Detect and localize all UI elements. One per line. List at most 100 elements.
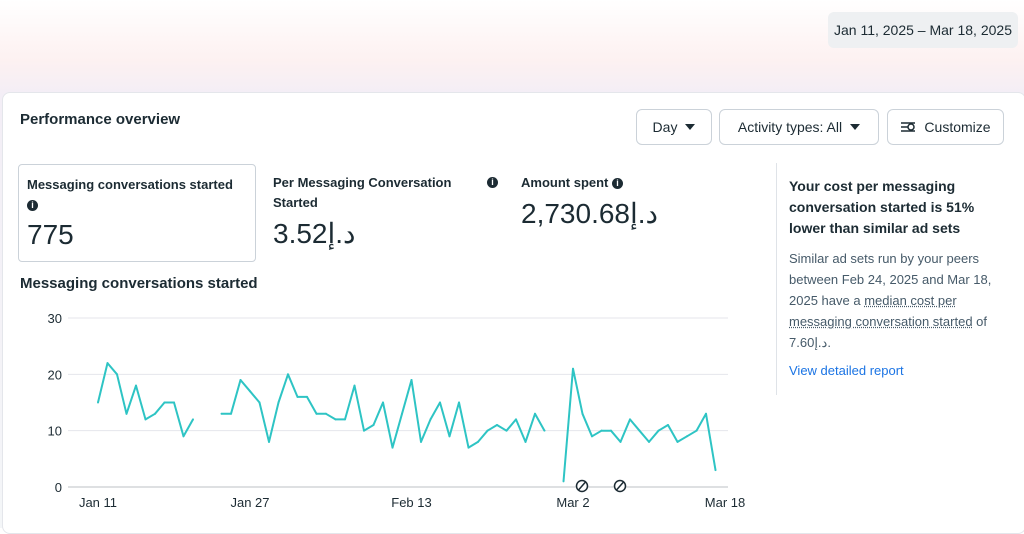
data-point [173,401,175,404]
data-point [619,440,622,443]
series-line-segment [562,367,717,482]
data-point [315,412,318,415]
insight-body-prefix: Similar ad sets run by your peers betwee… [789,251,992,308]
data-point [97,401,99,404]
metric-conversations-label: Messaging conversations started [27,177,233,192]
settings-sliders-icon [901,122,916,132]
metric-amount-spent[interactable]: Amount spent i 2,730.68د.إ [521,173,761,230]
metric-cost-value: 3.52د.إ [273,218,356,249]
data-point [106,362,109,365]
metric-cost-label: Per Messaging Conversation Started [273,175,452,210]
day-dropdown[interactable]: Day [636,109,712,145]
data-point [524,440,527,443]
data-point [277,401,280,404]
day-dropdown-label: Day [652,119,678,135]
caret-down-icon [685,124,696,130]
data-point [534,412,536,415]
insight-body-suffix: of 7.60د.إ. [789,314,988,350]
gap-marker-slash [577,481,587,491]
activity-types-dropdown[interactable]: Activity types: All [719,109,879,145]
metric-amount-label: Amount spent [521,175,609,190]
data-point [382,401,384,404]
data-point [705,412,707,415]
data-point [154,412,156,415]
metric-conversations[interactable]: Messaging conversations started i 775 [18,164,256,262]
data-point [496,424,498,427]
activity-types-label: Activity types: All [737,119,843,135]
data-point [230,412,232,415]
info-icon[interactable]: i [612,178,624,190]
data-point [600,429,603,432]
data-point [268,440,270,443]
y-tick-label: 30 [48,311,62,326]
data-point [135,384,137,387]
x-tick-label: Jan 27 [230,495,269,510]
data-point [220,412,223,415]
insight-tooltip-term[interactable]: median cost per messaging conversation s… [789,293,973,329]
data-point [714,469,717,472]
data-point [401,412,403,415]
data-point [410,378,413,381]
data-point [182,435,185,438]
data-point [562,480,565,483]
data-point [515,418,517,421]
customize-button[interactable]: Customize [887,109,1004,145]
data-point [249,390,251,393]
data-point [287,373,289,376]
data-point [695,429,698,432]
y-tick-label: 10 [48,424,62,439]
data-point [638,429,641,432]
data-point [144,418,147,421]
data-point [192,418,194,421]
data-point [239,378,242,381]
data-point [306,395,308,398]
performance-overview-title: Performance overview [20,111,181,128]
data-point [344,418,346,421]
data-point [581,412,584,415]
data-point [334,418,337,421]
customize-label: Customize [924,119,991,135]
data-point [391,446,394,449]
metric-amount-value: 2,730.68د.إ [521,198,659,229]
info-icon[interactable]: i [27,200,38,212]
data-point [420,440,422,443]
data-point [686,435,688,438]
x-tick-label: Feb 13 [391,495,431,510]
insight-title: Your cost per messaging conversation sta… [789,178,975,236]
performance-card: Performance overview Day Activity types:… [2,92,1024,534]
data-point [477,440,479,443]
divider [776,163,777,395]
data-point [296,395,299,398]
data-point [486,429,489,432]
x-tick-label: Mar 2 [556,495,589,510]
date-range-picker[interactable]: Jan 11, 2025 – Mar 18, 2025 [828,12,1018,48]
insight-body: Similar ad sets run by your peers betwee… [789,248,1004,353]
data-point [467,446,470,449]
data-point [325,412,327,415]
y-tick-label: 0 [55,480,62,495]
data-point [572,367,574,370]
data-point [372,424,375,427]
view-detailed-report-link[interactable]: View detailed report [789,363,904,378]
metric-cost-per-conversation[interactable]: Per Messaging Conversation Started i 3.5… [273,173,498,250]
data-point [116,373,118,376]
data-point [648,440,650,443]
data-point [258,401,261,404]
data-point [657,429,660,432]
data-point [125,412,128,415]
data-point [448,435,451,438]
data-point [353,384,356,387]
data-point [610,429,612,432]
data-point [676,440,679,443]
data-point [505,429,508,432]
series-line-segment [221,373,546,449]
info-icon[interactable]: i [487,177,498,188]
data-point [667,424,669,427]
caret-down-icon [850,124,861,130]
data-point [458,401,460,404]
chart-title: Messaging conversations started [20,275,258,292]
data-point [363,429,365,432]
data-point [591,435,593,438]
gap-marker-slash [615,481,625,491]
